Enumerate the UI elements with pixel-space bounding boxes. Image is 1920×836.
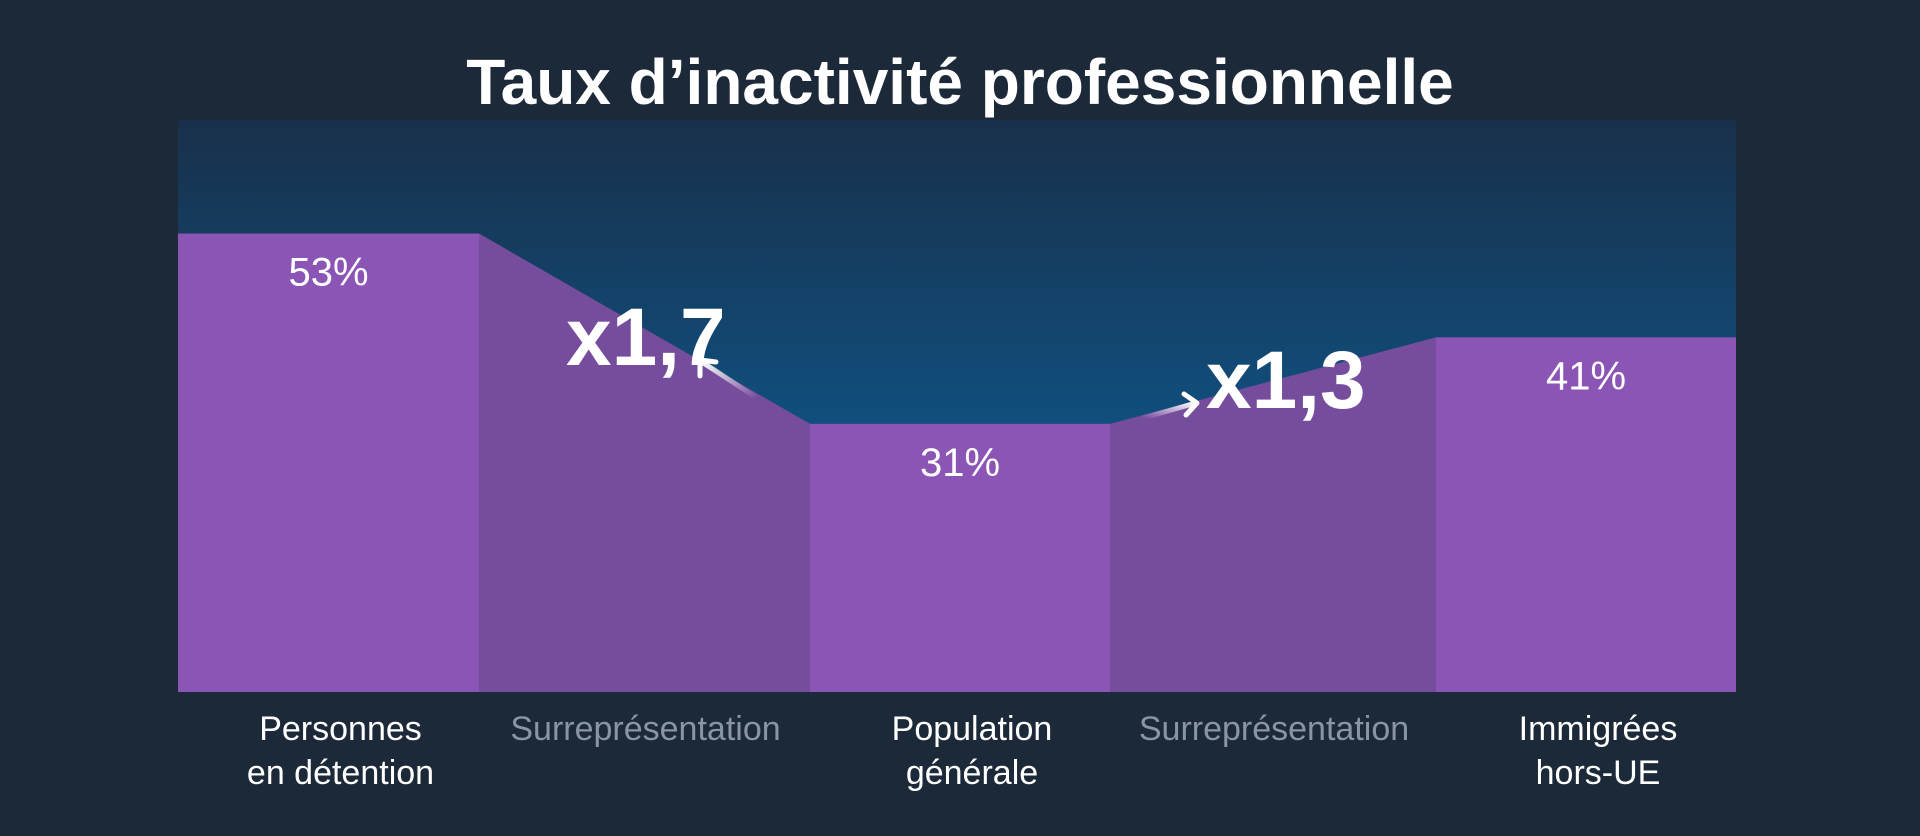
category-label-1-line-2: en détention <box>247 754 434 792</box>
arrow-1-head <box>697 357 719 379</box>
bar-2 <box>810 423 1110 692</box>
arrow-1-shaft <box>699 359 760 401</box>
category-label-1-line-1: Personnes <box>259 710 422 748</box>
multiplier-label-2: x1,3 <box>1206 335 1366 426</box>
chart-title: Taux d’inactivité professionnelle <box>466 46 1454 118</box>
chart-marks: 53% Personnes en détention 31% Population gén… <box>178 233 1736 792</box>
bar-1 <box>178 233 479 693</box>
connector-shape-1 <box>479 233 810 693</box>
category-label-3-line-2: hors-UE <box>1536 754 1661 792</box>
bar-value-label-3: 41% <box>1546 354 1626 398</box>
connector-label-1: Surreprésentation <box>510 710 780 748</box>
category-label-2-line-2: générale <box>906 754 1038 792</box>
category-label-2-line-1: Population <box>892 710 1053 748</box>
category-label-3-line-1: Immigrées <box>1519 710 1678 748</box>
connector-shape-2 <box>1110 337 1436 692</box>
connector-label-2: Surreprésentation <box>1139 710 1409 748</box>
arrow-2-shaft <box>1140 400 1199 421</box>
bar-3 <box>1436 337 1736 692</box>
bar-value-label-2: 31% <box>920 441 1000 485</box>
arrow-2-head <box>1181 391 1200 418</box>
bar-value-label-1: 53% <box>288 251 368 295</box>
